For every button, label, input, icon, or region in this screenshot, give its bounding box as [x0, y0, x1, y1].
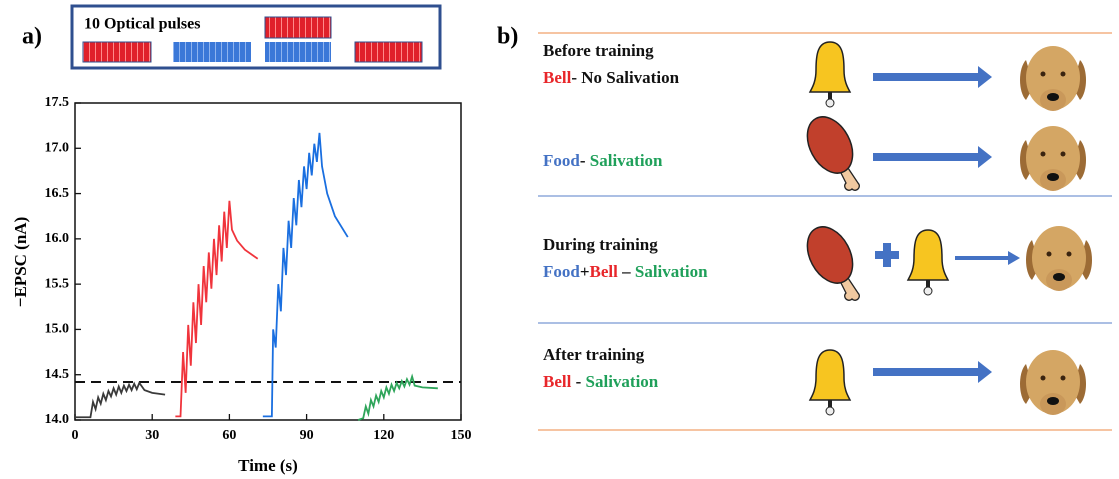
y-tick-label: 17.5: [45, 95, 70, 110]
plot-frame: [74, 102, 462, 421]
word: -: [571, 372, 585, 391]
word: Bell: [590, 262, 619, 281]
dog-icon: [1020, 46, 1086, 111]
x-tick-label: 0: [72, 428, 79, 443]
row-heading: Before training: [543, 41, 654, 60]
x-tick-label: 30: [145, 428, 159, 443]
y-tick-label: 14.0: [45, 412, 70, 427]
series-line: [75, 381, 166, 419]
row-relation: Bell - Salivation: [543, 372, 659, 391]
bell-icon: [809, 41, 851, 108]
word: Food: [543, 262, 580, 281]
plot: 0 30 60 90 120 150 14.0 14.5 15.0 15.5 16.0 16.5 17.…: [45, 95, 472, 443]
series-line: [262, 132, 349, 418]
inset-box: [70, 4, 442, 70]
dog-icon: [1020, 126, 1086, 191]
word: Salivation: [590, 151, 663, 170]
inset-label: 10 Optical pulses: [84, 16, 200, 33]
word: Bell: [543, 372, 572, 391]
word: - No Salivation: [571, 68, 679, 87]
word: -: [580, 151, 590, 170]
word: –: [618, 262, 635, 281]
y-tick-label: 16.0: [45, 231, 70, 246]
series-line: [175, 200, 259, 418]
row-relation: Bell- No Salivation: [543, 68, 680, 87]
food-icon: [797, 218, 863, 302]
food-icon: [797, 108, 863, 192]
word: Bell: [543, 68, 572, 87]
x-tick-label: 90: [300, 428, 314, 443]
x-axis-label: Time (s): [238, 456, 298, 475]
pulse: [265, 42, 331, 62]
y-tick-label: 17.0: [45, 141, 70, 156]
y-tick-label: 15.5: [45, 276, 70, 291]
y-tick-label: 15.0: [45, 322, 70, 337]
y-tick-label: 16.5: [45, 186, 70, 201]
word: +: [580, 262, 590, 281]
row-heading: During training: [543, 235, 658, 254]
dog-icon: [1026, 226, 1092, 291]
row-heading: After training: [543, 345, 645, 364]
word: Salivation: [635, 262, 708, 281]
bell-icon: [809, 349, 851, 416]
x-tick-label: 60: [222, 428, 236, 443]
pulse: [82, 41, 152, 63]
bell-icon: [907, 229, 949, 296]
plus-icon: [875, 243, 899, 267]
word: Salivation: [586, 372, 659, 391]
series-line: [357, 373, 438, 421]
row-relation: Food- Salivation: [543, 151, 663, 170]
panel-label: b): [497, 24, 518, 50]
arrows: [873, 66, 1020, 383]
pulse: [173, 42, 251, 62]
dog-icon: [1020, 350, 1086, 415]
y-axis-label: −EPSC (nA): [11, 217, 30, 307]
pulse: [264, 16, 332, 39]
panel-label: a): [22, 24, 42, 50]
y-tick-label: 14.5: [45, 367, 70, 382]
x-tick-label: 150: [451, 428, 472, 443]
row-relation: Food+Bell – Salivation: [543, 262, 708, 281]
word: Food: [543, 151, 580, 170]
x-tick-label: 120: [373, 428, 394, 443]
pulse: [354, 41, 423, 63]
